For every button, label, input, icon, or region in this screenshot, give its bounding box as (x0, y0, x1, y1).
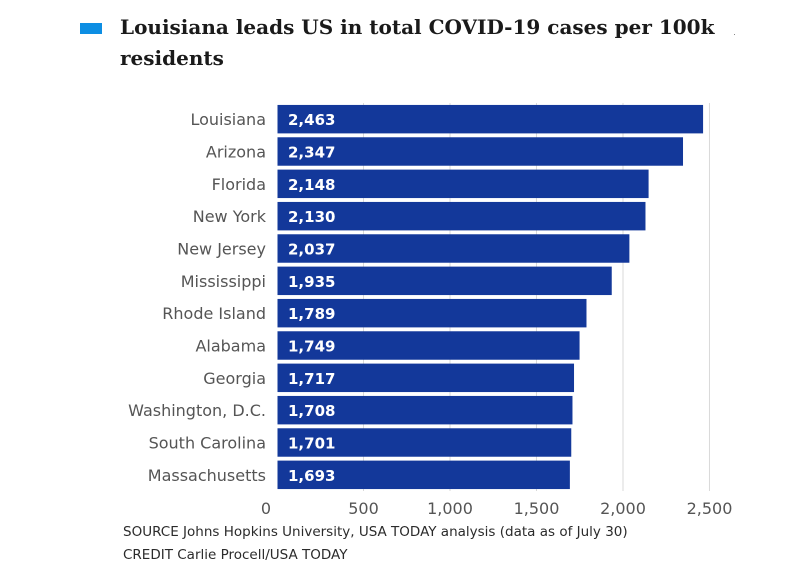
bar (277, 331, 580, 360)
bar (277, 169, 649, 199)
bar (277, 266, 612, 296)
category-label: Rhode Island (162, 304, 266, 323)
category-label: Louisiana (190, 110, 266, 129)
category-label: Arizona (206, 143, 266, 162)
category-label: Mississippi (181, 272, 266, 291)
data-label: 1,717 (288, 370, 335, 388)
data-label: 1,749 (288, 338, 335, 356)
bar (277, 104, 704, 134)
x-tick-label: 500 (348, 499, 379, 518)
x-tick-label: 2,500 (687, 499, 733, 518)
bar (277, 137, 684, 166)
title-legend-marker (80, 23, 102, 34)
data-label: 2,037 (288, 241, 335, 259)
category-label: Alabama (195, 337, 266, 356)
data-label: 1,693 (288, 467, 335, 485)
data-label: 1,935 (288, 273, 335, 291)
data-label: 1,701 (288, 435, 335, 453)
x-tick-label: 2,000 (600, 499, 646, 518)
category-label: South Carolina (149, 434, 266, 453)
decorative-dot (734, 34, 735, 35)
data-label: 2,148 (288, 176, 335, 194)
bar (277, 363, 575, 393)
x-tick-label: 1,500 (514, 499, 560, 518)
data-label: 2,347 (288, 144, 335, 162)
category-label: Georgia (203, 369, 266, 388)
x-tick-label: 0 (261, 499, 271, 518)
credit-note: CREDIT Carlie Procell/USA TODAY (123, 547, 348, 563)
bar (277, 234, 630, 263)
data-label: 1,789 (288, 305, 335, 323)
category-label: Massachusetts (148, 466, 266, 485)
source-note: SOURCE Johns Hopkins University, USA TOD… (123, 524, 628, 540)
category-label: New York (193, 207, 267, 226)
bar (277, 460, 570, 490)
x-tick-label: 1,000 (427, 499, 473, 518)
category-label: New Jersey (177, 240, 266, 259)
bar (277, 298, 587, 328)
bar (277, 428, 572, 457)
data-label: 2,130 (288, 208, 335, 226)
chart-title: Louisiana leads US in total COVID-19 cas… (120, 15, 715, 70)
bar (277, 395, 573, 425)
data-label: 1,708 (288, 402, 335, 420)
category-label: Washington, D.C. (128, 401, 266, 420)
bar (277, 201, 646, 231)
category-label: Florida (212, 175, 266, 194)
data-label: 2,463 (288, 111, 335, 129)
